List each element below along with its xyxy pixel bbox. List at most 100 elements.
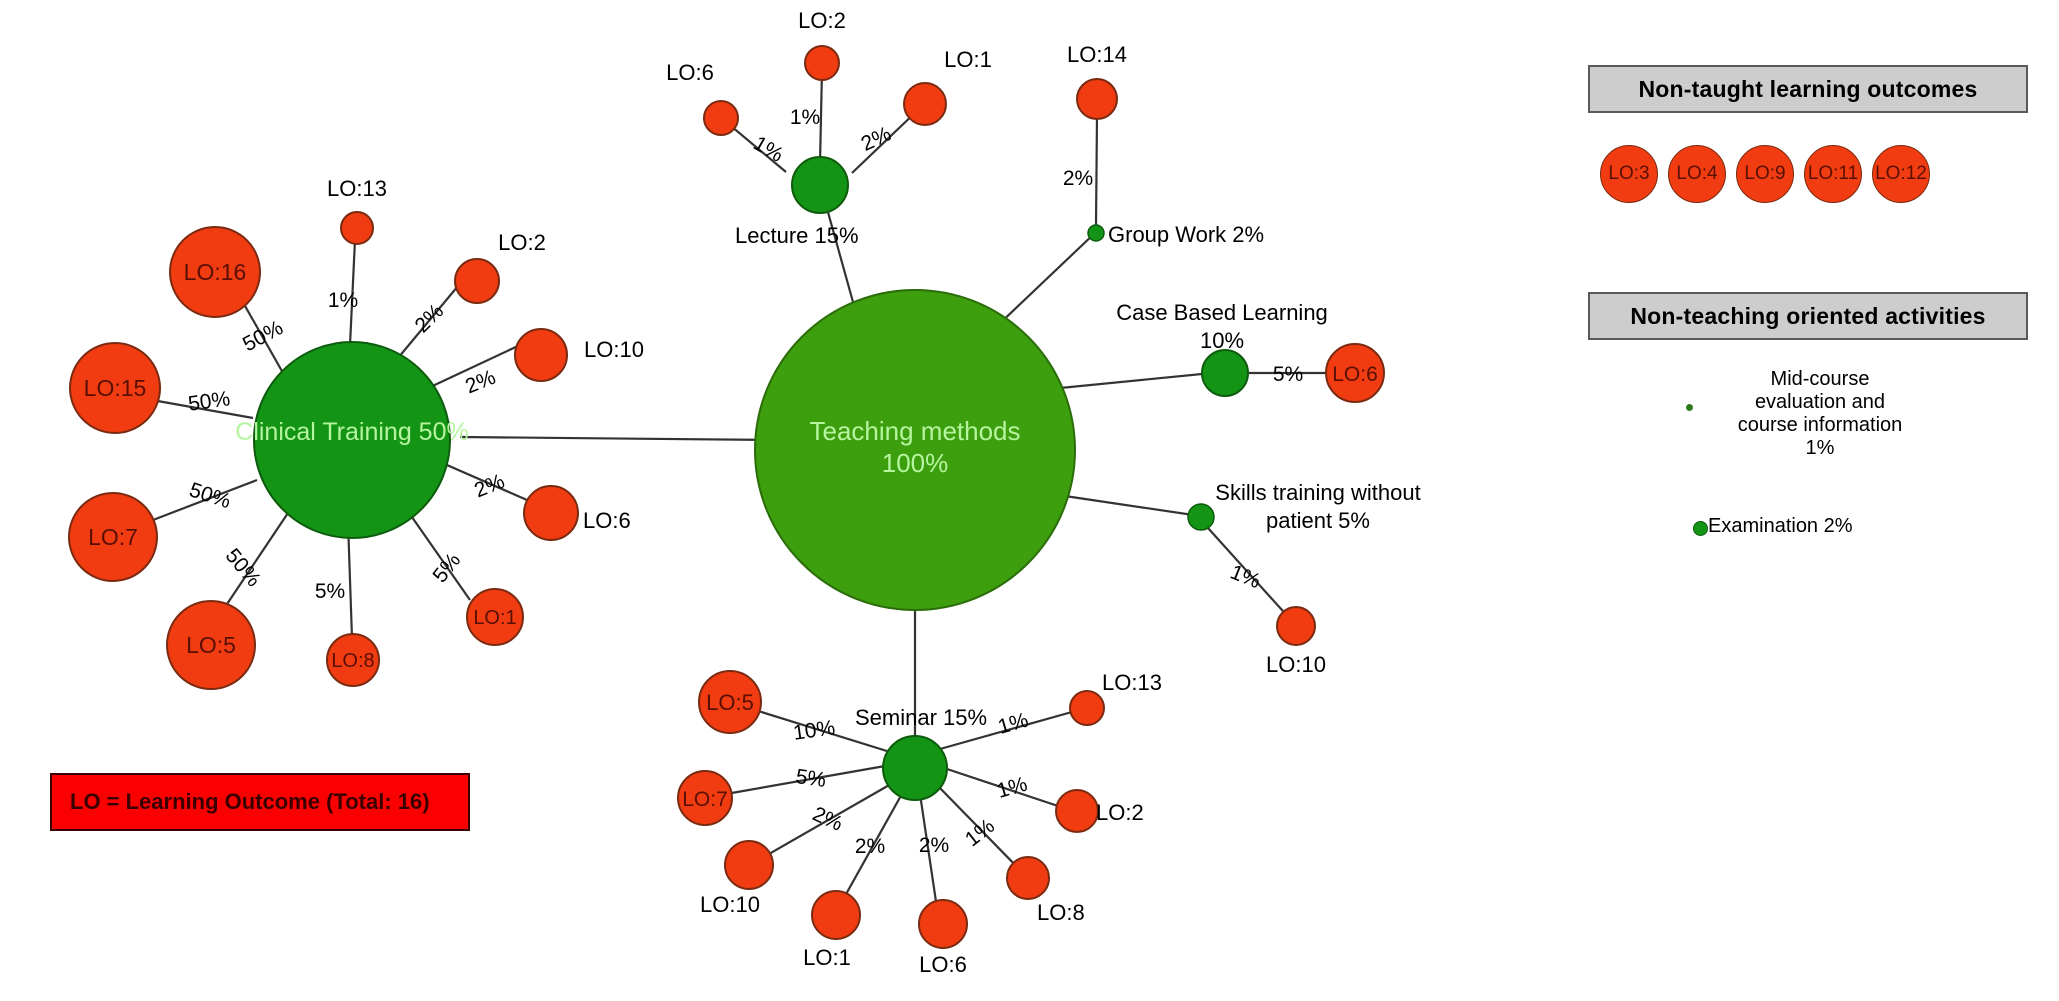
node-group-work[interactable] <box>1087 224 1105 242</box>
pct-ct-lo1: 5% <box>428 549 465 587</box>
node-clinical-training[interactable] <box>253 341 451 539</box>
node-teaching-methods[interactable] <box>754 289 1076 611</box>
st-lo10-outside-label: LO:10 <box>1266 652 1326 677</box>
node-seminar[interactable] <box>882 735 948 801</box>
node-ct-lo13[interactable] <box>340 211 374 245</box>
node-sem-lo6[interactable] <box>918 899 968 949</box>
ct-lo8-label: LO:8 <box>331 650 374 672</box>
sem-lo13-outside-label: LO:13 <box>1102 670 1162 695</box>
case-based-hub-label-l1: Case Based Learning <box>1116 300 1328 325</box>
legend-lo-chip-3[interactable]: LO:3 <box>1600 145 1658 203</box>
node-ct-lo15[interactable] <box>69 342 161 434</box>
center-label-line2: 100% <box>882 448 949 478</box>
node-lecture[interactable] <box>791 156 849 214</box>
pct-st-lo10: 1% <box>1227 561 1264 594</box>
mid-course-line2: evaluation and <box>1754 391 1886 413</box>
edge-center-groupwork <box>995 231 1097 328</box>
pct-sem-lo5: 10% <box>792 716 837 745</box>
legend-lo-chip-4[interactable]: LO:4 <box>1668 145 1726 203</box>
ct-lo1-label: LO:1 <box>473 607 516 629</box>
pct-ct-lo8: 5% <box>315 580 345 603</box>
node-sem-lo13[interactable] <box>1069 690 1105 726</box>
ct-lo2-outside-label: LO:2 <box>498 230 546 255</box>
ct-lo13-outside-label: LO:13 <box>327 176 387 201</box>
sem-lo2-outside-label: LO:2 <box>1096 800 1144 825</box>
mid-course-line1: Mid-course <box>1770 368 1870 390</box>
pct-lect-lo2: 1% <box>790 106 820 129</box>
node-lect-lo6[interactable] <box>703 100 739 136</box>
edge-sem-lo2 <box>943 766 1071 812</box>
sem-lo1-outside-label: LO:1 <box>803 945 851 970</box>
node-ct-lo2[interactable] <box>454 258 500 304</box>
learning-outcome-key-text: LO = Learning Outcome (Total: 16) <box>70 789 430 814</box>
pct-ct-lo13: 1% <box>328 289 358 312</box>
node-ct-lo10[interactable] <box>514 328 568 382</box>
node-ct-lo1[interactable] <box>466 588 524 646</box>
non-teaching-legend-box: Non-teaching oriented activities <box>1588 292 2028 340</box>
non-taught-lo-row: LO:3 LO:4 LO:9 LO:11 LO:12 <box>1600 145 1930 203</box>
mid-course-dot-icon <box>1686 404 1693 411</box>
node-sem-lo8[interactable] <box>1006 856 1050 900</box>
node-ct-lo8[interactable] <box>326 633 380 687</box>
node-skills-training[interactable] <box>1187 503 1215 531</box>
node-lect-lo1[interactable] <box>903 82 947 126</box>
pct-ct-lo15: 50% <box>187 387 232 416</box>
non-teaching-legend-title: Non-teaching oriented activities <box>1630 302 1986 329</box>
node-ct-lo7[interactable] <box>68 492 158 582</box>
edge-sem-lo10 <box>754 783 892 863</box>
pct-sem-lo6: 2% <box>919 834 949 857</box>
node-ct-lo6[interactable] <box>523 485 579 541</box>
node-sem-lo5[interactable] <box>698 670 762 734</box>
edge-st-lo10 <box>1207 527 1292 621</box>
pct-gw-lo14: 2% <box>1063 167 1093 190</box>
ct-lo7-label: LO:7 <box>88 524 138 550</box>
edge-sem-lo1 <box>839 791 904 906</box>
ct-lo15-label: LO:15 <box>84 375 147 401</box>
edge-sem-lo13 <box>939 708 1080 751</box>
edge-sem-lo6 <box>918 793 940 916</box>
pct-lect-lo6: 1% <box>749 132 787 167</box>
node-sem-lo7[interactable] <box>677 770 733 826</box>
edge-ct-lo2 <box>397 279 464 359</box>
sem-lo8-outside-label: LO:8 <box>1037 900 1085 925</box>
pct-sem-lo7: 5% <box>794 765 827 792</box>
ct-lo10-outside-label: LO:10 <box>584 337 644 362</box>
legend-lo-chip-11[interactable]: LO:11 <box>1804 145 1862 203</box>
non-taught-legend-box: Non-taught learning outcomes <box>1588 65 2028 113</box>
pct-sem-lo10: 2% <box>809 802 846 835</box>
node-sem-lo1[interactable] <box>811 890 861 940</box>
edge-ct-lo15 <box>151 398 254 420</box>
edge-ct-lo7 <box>139 478 258 527</box>
edge-center-clinical <box>459 435 776 442</box>
edge-sem-lo8 <box>936 784 1023 873</box>
pct-ct-lo5: 50% <box>221 544 266 591</box>
node-lect-lo2[interactable] <box>804 45 840 81</box>
node-gw-lo14[interactable] <box>1076 78 1118 120</box>
node-cb-lo6[interactable] <box>1325 343 1385 403</box>
legend-lo-chip-12[interactable]: LO:12 <box>1872 145 1930 203</box>
node-st-lo10[interactable] <box>1276 606 1316 646</box>
node-sem-lo10[interactable] <box>724 840 774 890</box>
outside-node-labels: LO:13 LO:2 LO:10 LO:6 LO:6 LO:2 LO:1 LO:… <box>327 8 1421 977</box>
node-case-based-learning[interactable] <box>1201 349 1249 397</box>
legend-lo-chip-9-label: LO:9 <box>1744 163 1786 184</box>
legend-lo-chip-9[interactable]: LO:9 <box>1736 145 1794 203</box>
pct-sem-lo13: 1% <box>995 709 1031 739</box>
non-taught-legend-title: Non-taught learning outcomes <box>1638 75 1978 102</box>
mid-course-line4: 1% <box>1805 437 1835 459</box>
ct-lo5-label: LO:5 <box>186 632 236 658</box>
edge-lect-lo2 <box>818 69 824 164</box>
edge-center-casebased <box>1039 371 1213 392</box>
node-ct-lo5[interactable] <box>166 600 256 690</box>
edge-ct-lo8 <box>346 521 354 639</box>
learning-outcome-key-box: LO = Learning Outcome (Total: 16) <box>50 773 470 831</box>
legend-lo-chip-4-label: LO:4 <box>1676 163 1718 184</box>
examination-activity-label: Examination 2% <box>1708 515 1853 538</box>
pct-cb-lo6: 5% <box>1273 363 1303 386</box>
node-ct-lo16[interactable] <box>169 226 261 318</box>
lect-lo2-outside-label: LO:2 <box>798 8 846 33</box>
sem-lo5-label: LO:5 <box>706 690 754 715</box>
sem-lo10-outside-label: LO:10 <box>700 892 760 917</box>
node-sem-lo2[interactable] <box>1055 789 1099 833</box>
